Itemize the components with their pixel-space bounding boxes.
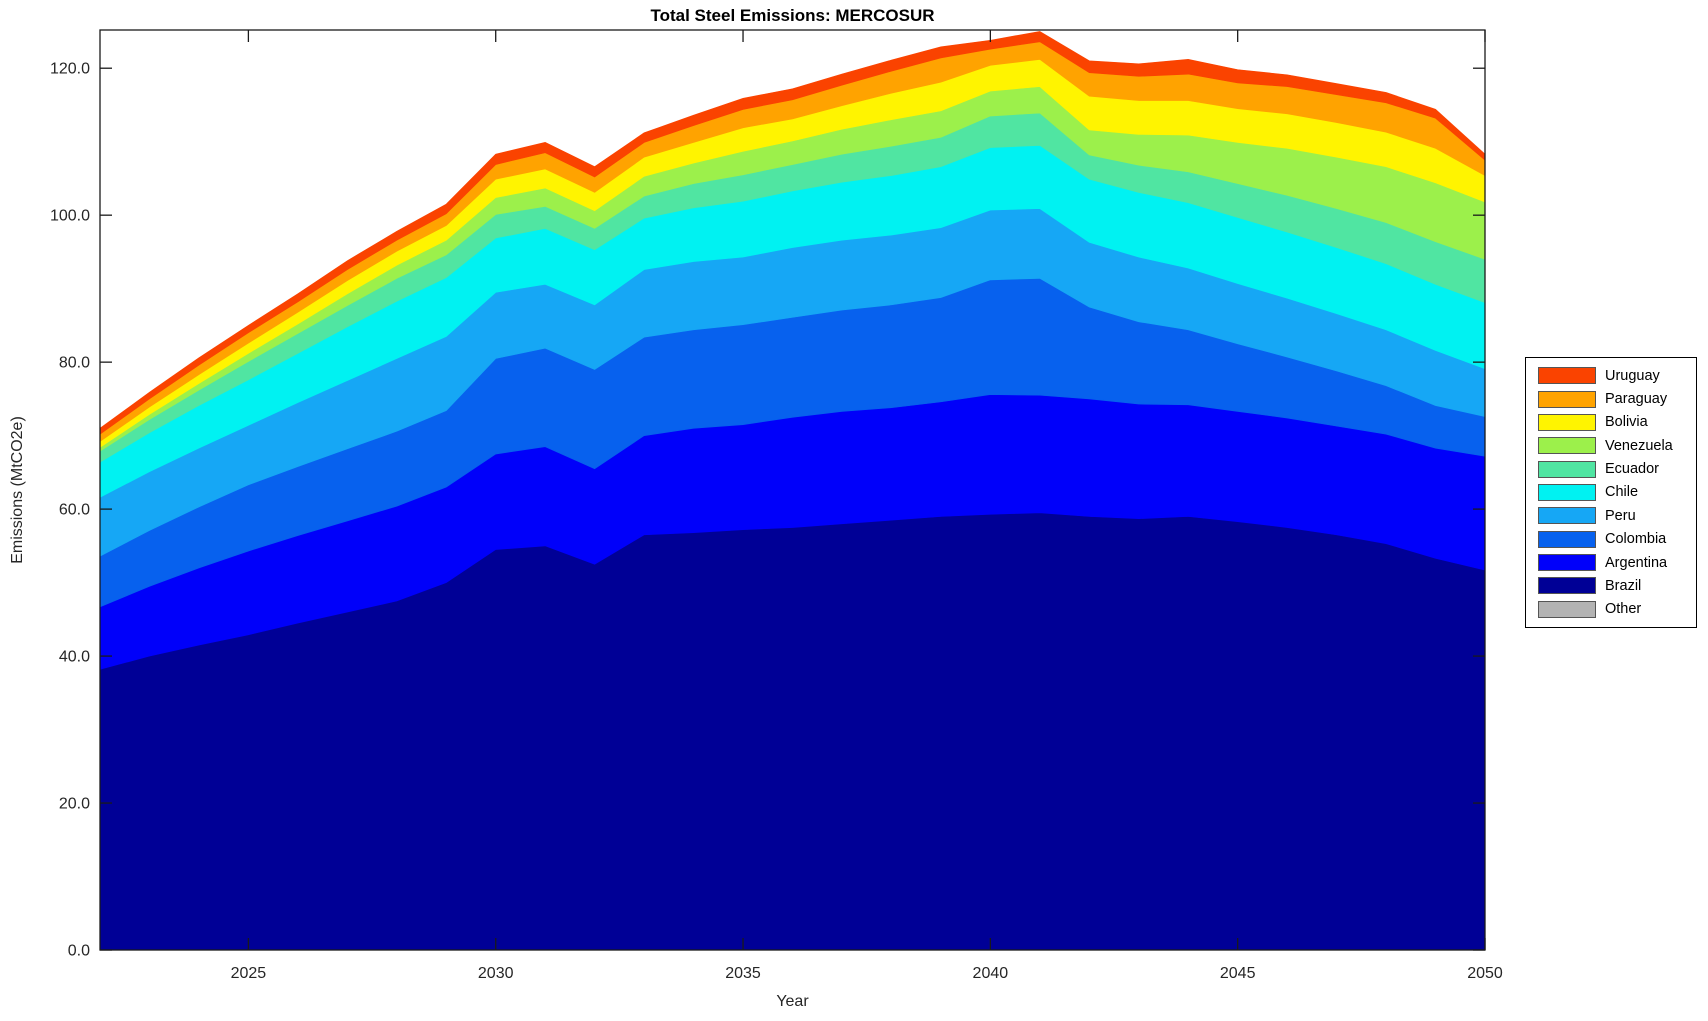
peru-swatch (1538, 507, 1596, 525)
y-tick-label: 40.0 (59, 649, 90, 666)
x-tick-label: 2040 (973, 965, 1009, 982)
argentina-swatch (1538, 554, 1596, 572)
legend-item-bolivia: Bolivia (1538, 411, 1696, 434)
legend-item-chile: Chile (1538, 481, 1696, 504)
uruguay-swatch (1538, 367, 1596, 385)
bolivia-swatch (1538, 413, 1596, 431)
venezuela-swatch (1538, 437, 1596, 455)
chile-swatch (1538, 483, 1596, 501)
y-axis-label: Emissions (MtCO2e) (9, 416, 26, 564)
axes-box (99, 29, 1486, 951)
other-swatch (1538, 600, 1596, 618)
ecuador-swatch (1538, 460, 1596, 478)
y-tick-label: 100.0 (50, 208, 90, 225)
x-tick-label: 2030 (478, 965, 514, 982)
y-tick-label: 0.0 (68, 943, 90, 960)
chart-title: Total Steel Emissions: MERCOSUR (650, 6, 935, 25)
legend-item-peru: Peru (1538, 504, 1696, 527)
legend-item-argentina: Argentina (1538, 551, 1696, 574)
y-tick-label: 80.0 (59, 355, 90, 372)
legend-item-colombia: Colombia (1538, 528, 1696, 551)
legend-item-brazil: Brazil (1538, 574, 1696, 597)
x-tick-label: 2025 (231, 965, 267, 982)
colombia-swatch (1538, 530, 1596, 548)
y-tick-label: 120.0 (50, 61, 90, 78)
legend-item-ecuador: Ecuador (1538, 457, 1696, 480)
legend-item-other: Other (1538, 598, 1696, 621)
x-tick-label: 2050 (1467, 965, 1503, 982)
legend-item-venezuela: Venezuela (1538, 434, 1696, 457)
x-tick-label: 2035 (725, 965, 761, 982)
y-tick-label: 60.0 (59, 502, 90, 519)
paraguay-swatch (1538, 390, 1596, 408)
legend-item-paraguay: Paraguay (1538, 387, 1696, 410)
brazil-swatch (1538, 577, 1596, 595)
y-tick-label: 20.0 (59, 796, 90, 813)
legend-item-uruguay: Uruguay (1538, 364, 1696, 387)
x-tick-label: 2045 (1220, 965, 1256, 982)
x-axis-label: Year (776, 993, 809, 1010)
legend: Uruguay Paraguay Bolivia Venezuela Ecuad… (1525, 357, 1697, 628)
